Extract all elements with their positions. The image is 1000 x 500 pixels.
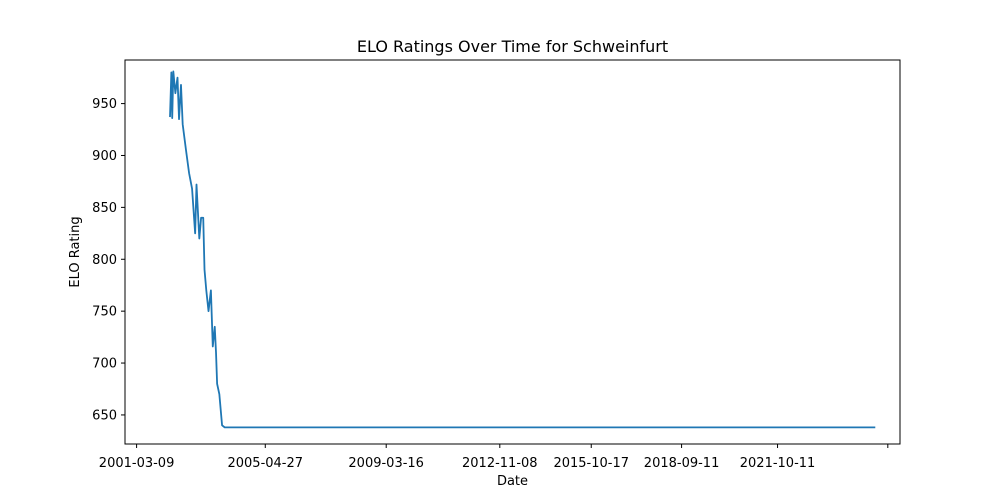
x-tick-label: 2009-03-16 xyxy=(348,456,424,471)
x-tick-label: 2012-11-08 xyxy=(462,456,538,471)
y-tick-label: 700 xyxy=(92,357,117,372)
plot-area: 2001-03-09 2005-04-27 2009-03-16 2012-11-08… xyxy=(92,59,901,471)
x-axis: 2001-03-09 2005-04-27 2009-03-16 2012-11-08… xyxy=(99,444,889,471)
plot-frame xyxy=(124,59,901,445)
x-tick-label: 2005-04-27 xyxy=(227,456,303,471)
y-axis: 650 700 750 800 850 900 950 xyxy=(92,97,125,423)
x-tick-label: 2018-09-11 xyxy=(644,456,720,471)
chart-title: ELO Ratings Over Time for Schweinfurt xyxy=(357,37,668,56)
series-group xyxy=(169,70,876,429)
y-tick-label: 800 xyxy=(92,253,117,268)
x-tick-label: 2001-03-09 xyxy=(99,456,175,471)
x-tick-label: 2021-10-11 xyxy=(740,456,816,471)
series-line xyxy=(169,70,876,429)
y-tick-label: 950 xyxy=(92,97,117,112)
y-tick-label: 750 xyxy=(92,305,117,320)
x-axis-label: Date xyxy=(497,474,528,489)
y-axis-label: ELO Rating xyxy=(68,216,83,287)
x-tick-label: 2015-10-17 xyxy=(553,456,629,471)
y-tick-label: 850 xyxy=(92,201,117,216)
y-tick-label: 900 xyxy=(92,149,117,164)
y-tick-label: 650 xyxy=(92,408,117,423)
